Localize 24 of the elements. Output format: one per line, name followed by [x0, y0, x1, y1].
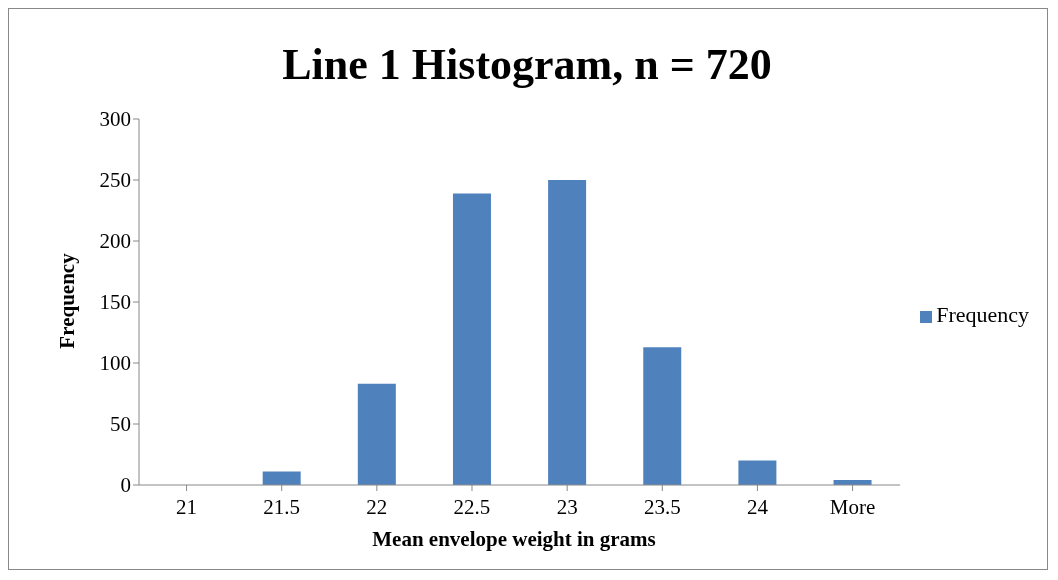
bar — [643, 347, 682, 485]
bar — [738, 460, 777, 485]
y-tick-label: 100 — [99, 351, 131, 376]
y-axis-title: Frequency — [54, 253, 80, 349]
x-tick-label: 22 — [366, 494, 388, 519]
y-tick-label: 300 — [99, 107, 131, 132]
x-axis-title: Mean envelope weight in grams — [371, 527, 657, 552]
y-tick-label: 50 — [110, 412, 131, 437]
x-tick-label: 21.5 — [263, 494, 301, 519]
bar — [548, 180, 587, 485]
y-tick-label: 0 — [120, 473, 131, 498]
y-tick-label: 150 — [99, 290, 131, 315]
x-tick-label: 22.5 — [453, 494, 491, 519]
x-tick-label: More — [829, 494, 876, 519]
x-tick-label: 23.5 — [643, 494, 681, 519]
bar — [357, 383, 396, 485]
y-tick-label: 250 — [99, 168, 131, 193]
bar — [452, 193, 491, 485]
x-tick-label: 24 — [746, 494, 769, 519]
legend-label: Frequency — [936, 302, 1029, 327]
x-tick-label: 23 — [556, 494, 578, 519]
y-tick-label: 200 — [99, 229, 131, 254]
x-tick-label: 21 — [176, 494, 198, 519]
chart-title: Line 1 Histogram, n = 720 — [281, 39, 773, 90]
